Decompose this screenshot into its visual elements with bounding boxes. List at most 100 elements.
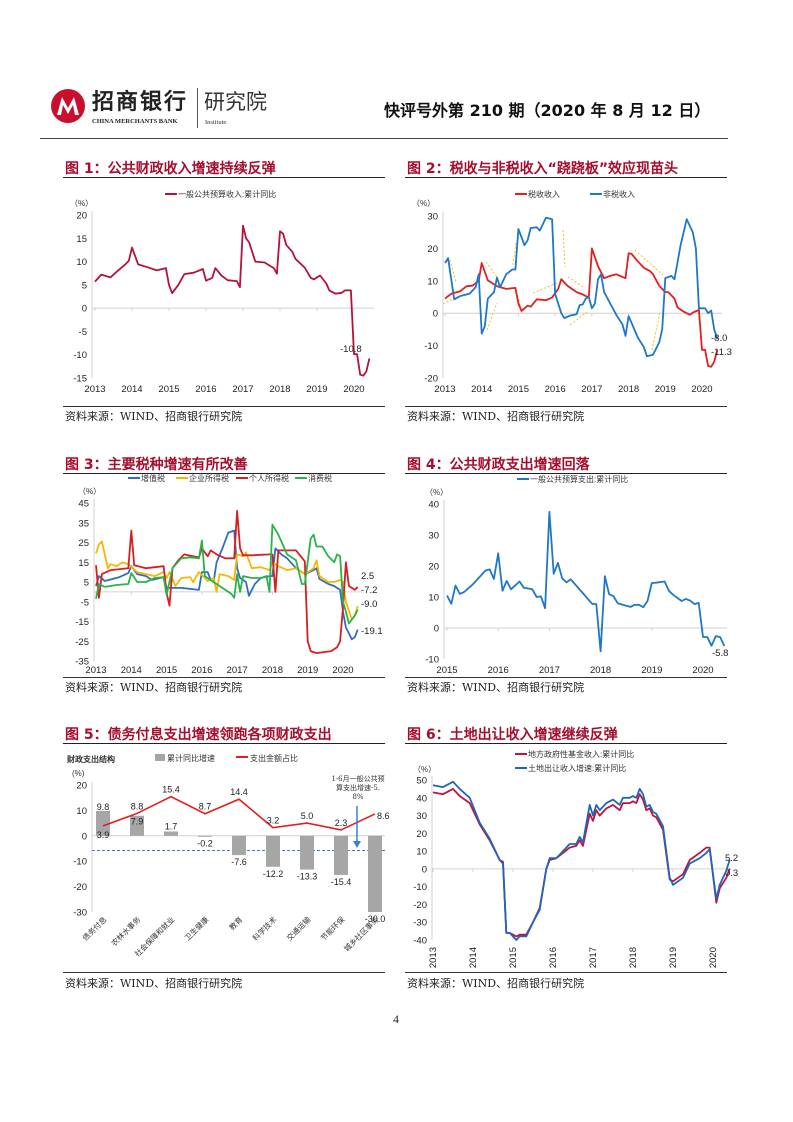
category-label: 教育 xyxy=(227,914,245,932)
figure-6-source-rule xyxy=(405,972,727,973)
x-tick-label: 2013 xyxy=(84,384,105,395)
y-tick-label: -5 xyxy=(79,327,87,338)
figure-1-rule xyxy=(63,177,385,178)
end-value-label: -9.0 xyxy=(361,599,377,610)
y-tick-label: -30 xyxy=(73,908,87,919)
figure-2-title: 图 2：税收与非税收入“跷跷板”效应现苗头 xyxy=(407,161,679,177)
x-tick-label: 2019 xyxy=(306,384,327,395)
y-tick-label: 10 xyxy=(416,847,427,858)
end-value-label: -7.2 xyxy=(361,585,377,596)
end-value-label: -19.1 xyxy=(361,626,383,637)
y-tick-label: 0 xyxy=(82,304,87,315)
y-tick-label: 10 xyxy=(76,257,87,268)
figure-3-source: 资料来源：WIND、招商银行研究院 xyxy=(65,681,243,694)
report-title: 快评号外第 210 期（2020 年 8 月 12 日） xyxy=(384,101,711,120)
category-label: 农林水事务 xyxy=(109,914,143,948)
bank-name-en: CHINA MERCHANTS BANK xyxy=(92,118,178,125)
y-tick-label: 20 xyxy=(76,781,87,792)
x-tick-label: 2016 xyxy=(545,384,566,395)
x-tick-label: 2018 xyxy=(269,384,290,395)
series-line-1 xyxy=(95,529,359,641)
bar-value-label: 9.8 xyxy=(97,802,110,812)
figure-1-source: 资料来源：WIND、招商银行研究院 xyxy=(65,410,243,423)
bar-value-label: -7.6 xyxy=(231,857,247,867)
y-tick-label: 20 xyxy=(427,244,438,255)
category-label: 节能环保 xyxy=(318,914,347,943)
y-tick-label: 5 xyxy=(82,280,87,291)
y-tick-label: 10 xyxy=(427,276,438,287)
y-tick-label: -10 xyxy=(425,655,439,666)
x-tick-label: 2015 xyxy=(508,384,529,395)
x-tick-label: 2015 xyxy=(156,665,177,676)
x-tick-label: 2016 xyxy=(195,384,216,395)
line-value-label: 8.8 xyxy=(131,801,144,811)
bar-value-label: -13.3 xyxy=(297,872,318,882)
y-axis-unit: （%） xyxy=(412,199,435,208)
arrow-head-icon xyxy=(353,841,361,848)
trend-arrow-annotation xyxy=(562,229,566,268)
trend-arrow-annotation xyxy=(532,282,558,294)
x-tick-label: 2015 xyxy=(158,384,179,395)
series-line-2 xyxy=(444,216,719,358)
series-line-2 xyxy=(95,540,359,621)
x-tick-label: 2019 xyxy=(655,384,676,395)
x-tick-label: 2020 xyxy=(691,384,712,395)
y-axis-unit: （%） xyxy=(70,199,93,208)
series-line-1 xyxy=(432,788,731,938)
reference-annotation: 1-6月一般公共预算支出增速-5.8% xyxy=(331,775,385,801)
figure-1-source-rule xyxy=(63,406,385,407)
x-tick-label: 2020 xyxy=(343,384,364,395)
x-tick-label: 2018 xyxy=(262,665,283,676)
x-tick-label: 2020 xyxy=(708,947,719,968)
line-value-label: 8.6 xyxy=(377,811,390,821)
share-line xyxy=(102,795,376,831)
figure-6-title: 图 6：土地出让收入增速继续反弹 xyxy=(407,727,618,743)
trend-arrow-annotation xyxy=(651,311,661,351)
y-tick-label: -5 xyxy=(81,597,89,608)
line-value-label: 3.2 xyxy=(267,816,280,826)
series-line-1 xyxy=(94,224,371,377)
y-axis-unit: (%) xyxy=(72,769,85,778)
y-axis-unit: （%） xyxy=(78,487,101,496)
y-tick-label: 0 xyxy=(422,864,427,875)
figure-3-source-rule xyxy=(63,677,385,678)
legend-label: 一般公共预算支出:累计同比 xyxy=(530,474,628,484)
y-tick-label: -15 xyxy=(75,617,89,628)
legend-label: 地方政府性基金收入:累计同比 xyxy=(528,749,634,759)
figure-6-source: 资料来源：WIND、招商银行研究院 xyxy=(407,977,585,990)
x-tick-label: 2014 xyxy=(121,665,142,676)
y-tick-label: 50 xyxy=(416,776,427,787)
x-tick-label: 2013 xyxy=(85,665,106,676)
bar-value-label: -30.0 xyxy=(365,914,386,924)
x-tick-label: 2018 xyxy=(628,947,639,968)
chart-subtitle: 财政支出结构 xyxy=(66,754,115,764)
figure-3-rule xyxy=(63,473,385,474)
y-tick-label: -10 xyxy=(413,882,427,893)
end-value-label: 0.3 xyxy=(725,868,738,879)
header-divider xyxy=(197,88,198,128)
x-tick-label: 2019 xyxy=(641,665,662,676)
category-label: 卫生健康 xyxy=(182,914,211,943)
figure-3-title: 图 3：主要税种增速有所改善 xyxy=(65,457,248,473)
figure-2-rule xyxy=(405,177,727,178)
figure-4-source-rule xyxy=(405,677,727,678)
figure-2-source-rule xyxy=(405,406,727,407)
end-value-label: 5.2 xyxy=(725,853,738,864)
y-tick-label: -10 xyxy=(73,857,87,868)
bar-value-label: -0.2 xyxy=(197,838,213,848)
bar xyxy=(130,815,144,836)
x-tick-label: 2016 xyxy=(548,947,559,968)
x-tick-label: 2013 xyxy=(434,384,455,395)
legend-label: 企业所得税 xyxy=(189,473,229,483)
bar-value-label: 7.9 xyxy=(131,817,144,827)
bar xyxy=(232,835,246,856)
x-tick-label: 2016 xyxy=(191,665,212,676)
institute-name-en: Institute xyxy=(205,119,227,126)
y-tick-label: 0 xyxy=(82,831,87,842)
y-tick-label: 30 xyxy=(416,811,427,822)
bar xyxy=(300,835,314,870)
end-value-label: -5.8 xyxy=(712,648,728,659)
y-tick-label: -40 xyxy=(413,936,427,947)
